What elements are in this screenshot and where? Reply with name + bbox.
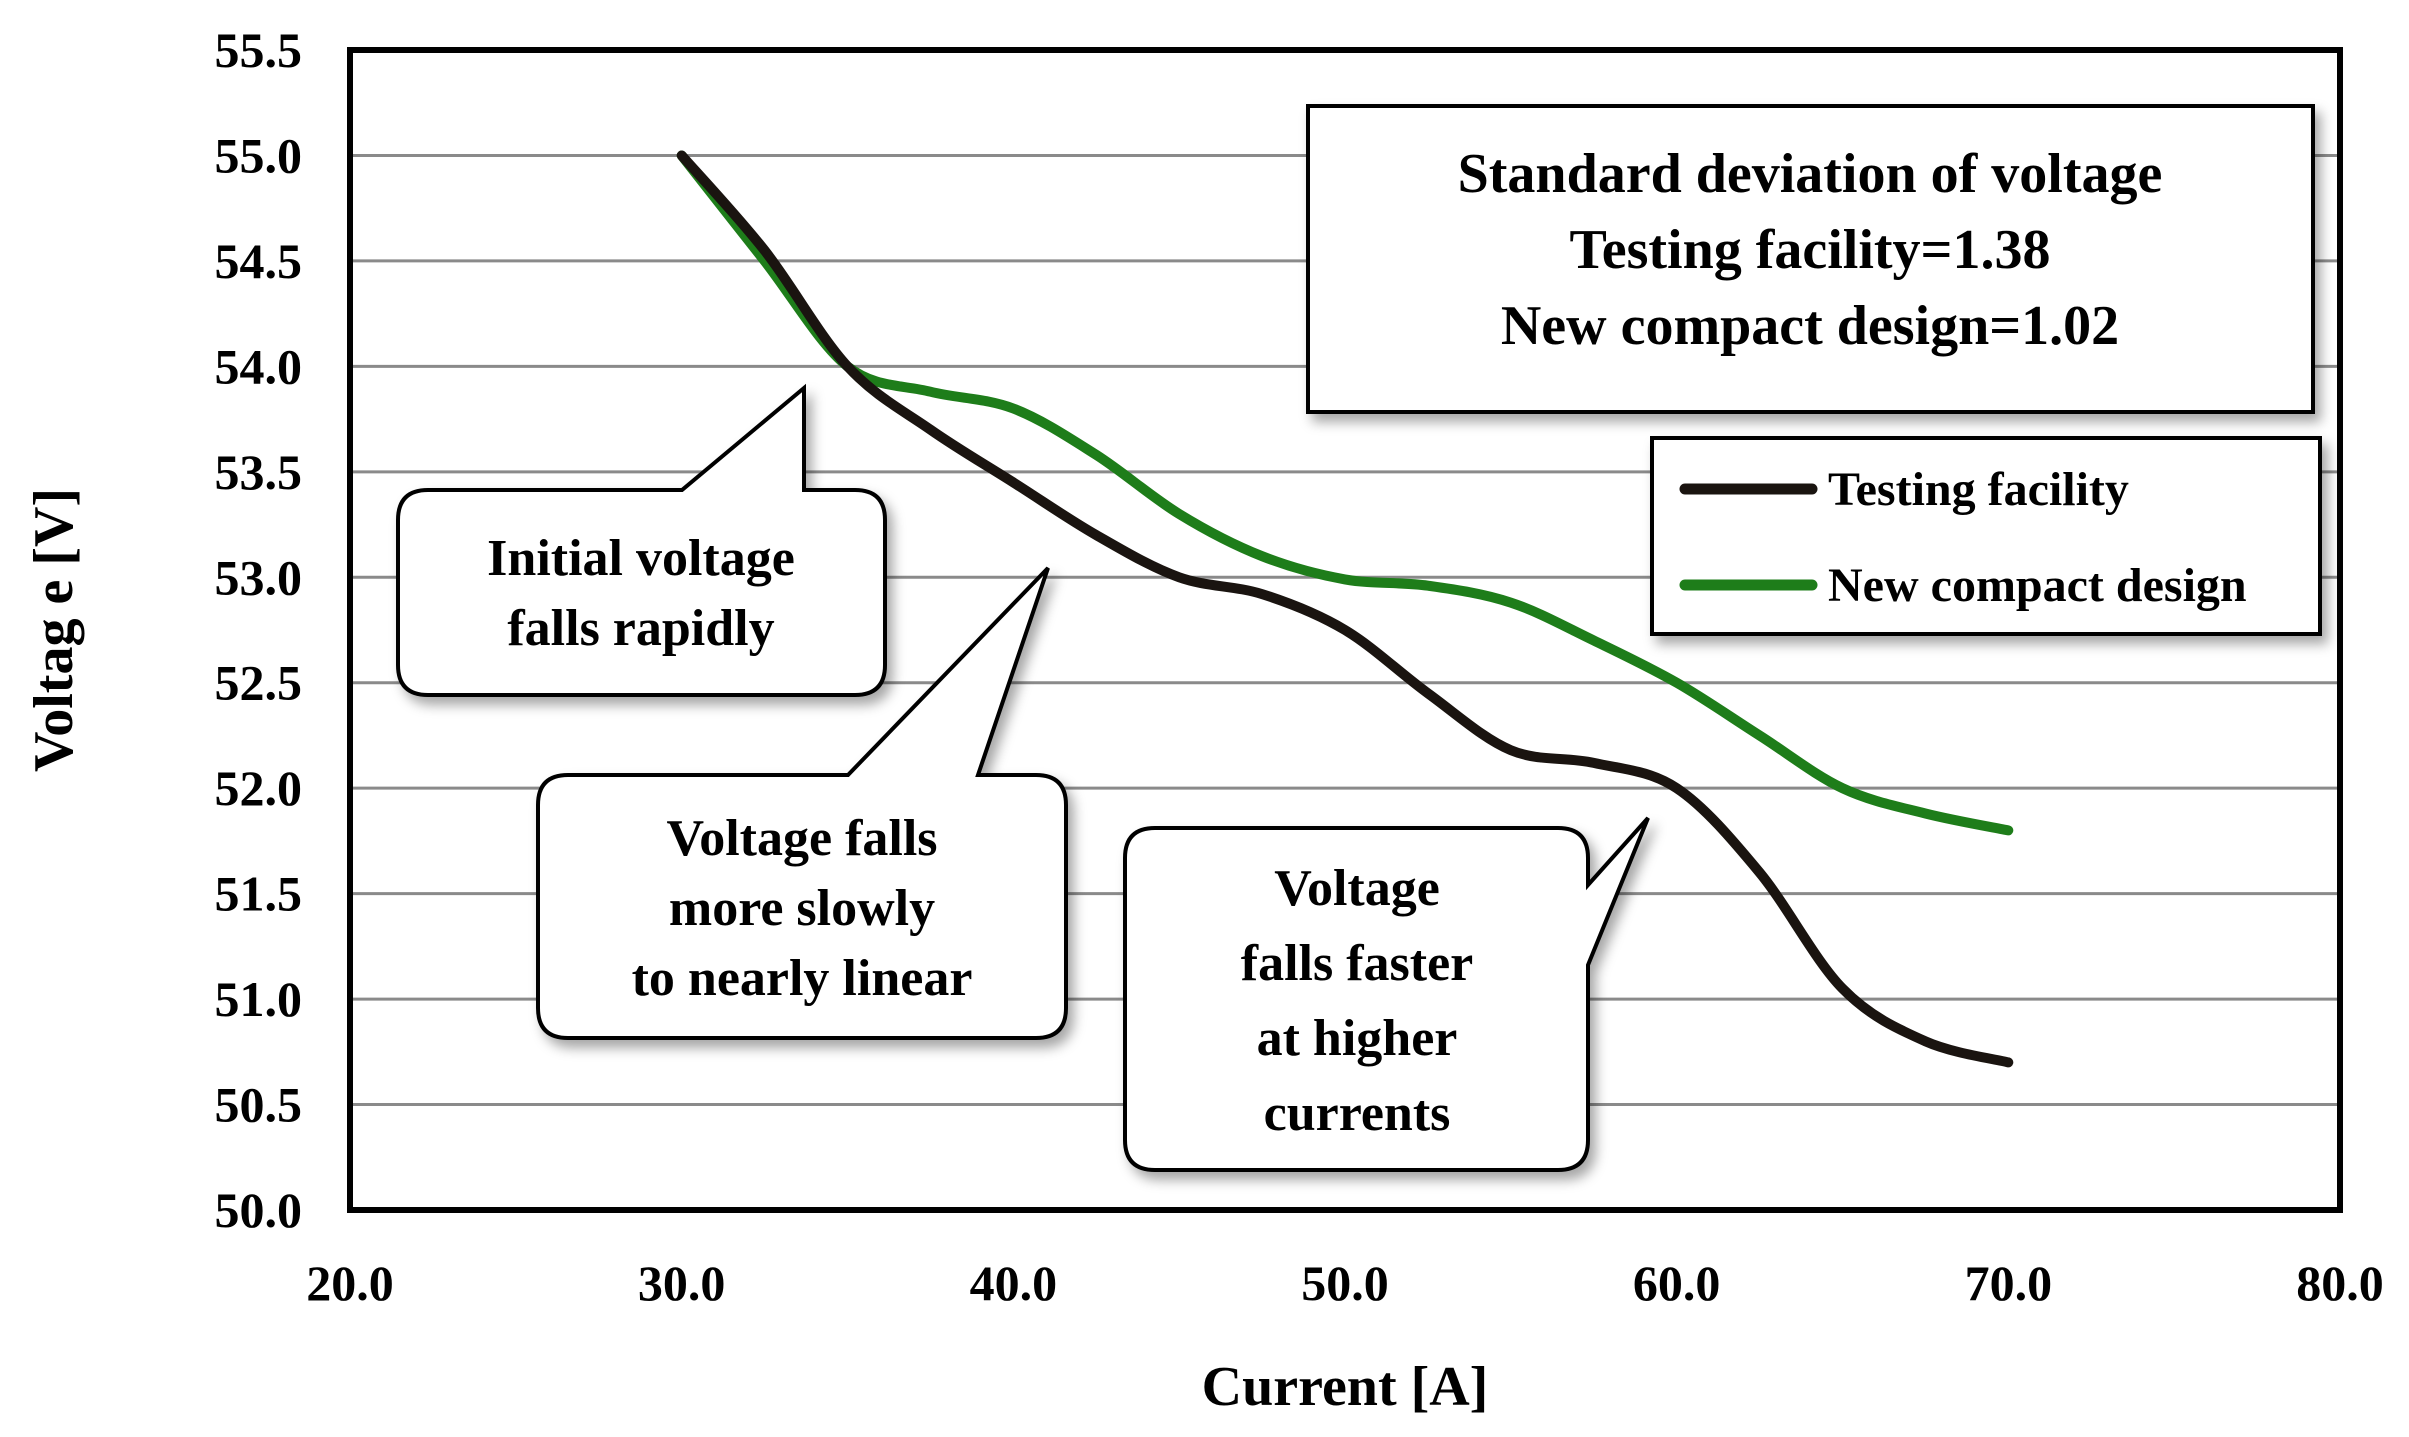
callout-initial-voltage: Initial voltage falls rapidly <box>396 383 887 697</box>
y-tick-label: 50.0 <box>215 1182 303 1238</box>
x-tick-label: 50.0 <box>1301 1255 1389 1311</box>
y-tick-label: 54.0 <box>215 338 303 394</box>
series-lines <box>676 150 2014 1068</box>
series-line-new-compact-design <box>676 150 2014 836</box>
callout-nearly-linear-line-2: more slowly <box>669 880 935 937</box>
callout-higher-currents-line-1: Voltage <box>1274 860 1440 917</box>
callout-nearly-linear: Voltage falls more slowly to nearly line… <box>536 566 1068 1040</box>
x-tick-label: 80.0 <box>2296 1255 2384 1311</box>
callout-initial-voltage-line-2: falls rapidly <box>507 600 774 657</box>
x-tick-label: 70.0 <box>1965 1255 2053 1311</box>
plot-area-frame <box>347 47 2343 1213</box>
y-tick-label: 52.0 <box>215 760 303 816</box>
legend-label-testing-facility: Testing facility <box>1828 463 2129 516</box>
callout-higher-currents-line-2: falls faster <box>1241 935 1473 992</box>
y-tick-label: 53.5 <box>215 444 303 500</box>
callout-nearly-linear-line-3: to nearly linear <box>632 950 973 1007</box>
x-tick-label: 60.0 <box>1633 1255 1721 1311</box>
x-tick-label: 20.0 <box>306 1255 394 1311</box>
callout-nearly-linear-bubble <box>536 566 1068 1040</box>
x-tick-label: 40.0 <box>970 1255 1058 1311</box>
callout-nearly-linear-line-1: Voltage falls <box>666 810 937 867</box>
std-deviation-title: Standard deviation of voltage <box>1458 143 2163 205</box>
callout-higher-currents: Voltage falls faster at higher currents <box>1123 816 1650 1172</box>
y-axis-title: Voltag e [V] <box>23 488 85 772</box>
y-axis-tick-labels: 50.0 50.5 51.0 51.5 52.0 52.5 53.0 53.5 54.0 54.5… <box>215 22 303 1238</box>
y-tick-label: 55.5 <box>215 22 303 78</box>
y-tick-label: 54.5 <box>215 233 303 289</box>
y-tick-label: 50.5 <box>215 1077 303 1133</box>
std-deviation-box: Standard deviation of voltage Testing fa… <box>1306 104 2315 414</box>
callout-initial-voltage-bubble <box>396 383 887 697</box>
y-tick-label: 51.0 <box>215 971 303 1027</box>
callout-higher-currents-line-3: at higher <box>1257 1010 1458 1067</box>
std-deviation-new-compact-design: New compact design=1.02 <box>1501 295 2119 357</box>
callout-initial-voltage-line-1: Initial voltage <box>487 530 795 587</box>
series-line-testing-facility <box>676 150 2014 1068</box>
y-tick-label: 51.5 <box>215 866 303 922</box>
callout-higher-currents-line-4: currents <box>1264 1085 1451 1142</box>
std-deviation-testing-facility: Testing facility=1.38 <box>1570 219 2051 281</box>
x-tick-label: 30.0 <box>638 1255 726 1311</box>
y-tick-label: 55.0 <box>215 127 303 183</box>
legend: Testing facility New compact design <box>1650 436 2322 636</box>
legend-label-new-compact-design: New compact design <box>1828 559 2247 612</box>
y-tick-label: 53.0 <box>215 549 303 605</box>
legend-frame <box>1650 436 2322 636</box>
x-axis-title: Current [A] <box>1202 1356 1489 1418</box>
callout-higher-currents-bubble <box>1123 816 1650 1172</box>
x-axis-tick-labels: 20.0 30.0 40.0 50.0 60.0 70.0 80.0 <box>306 1255 2384 1311</box>
y-tick-label: 52.5 <box>215 655 303 711</box>
std-deviation-box-frame <box>1306 104 2315 414</box>
